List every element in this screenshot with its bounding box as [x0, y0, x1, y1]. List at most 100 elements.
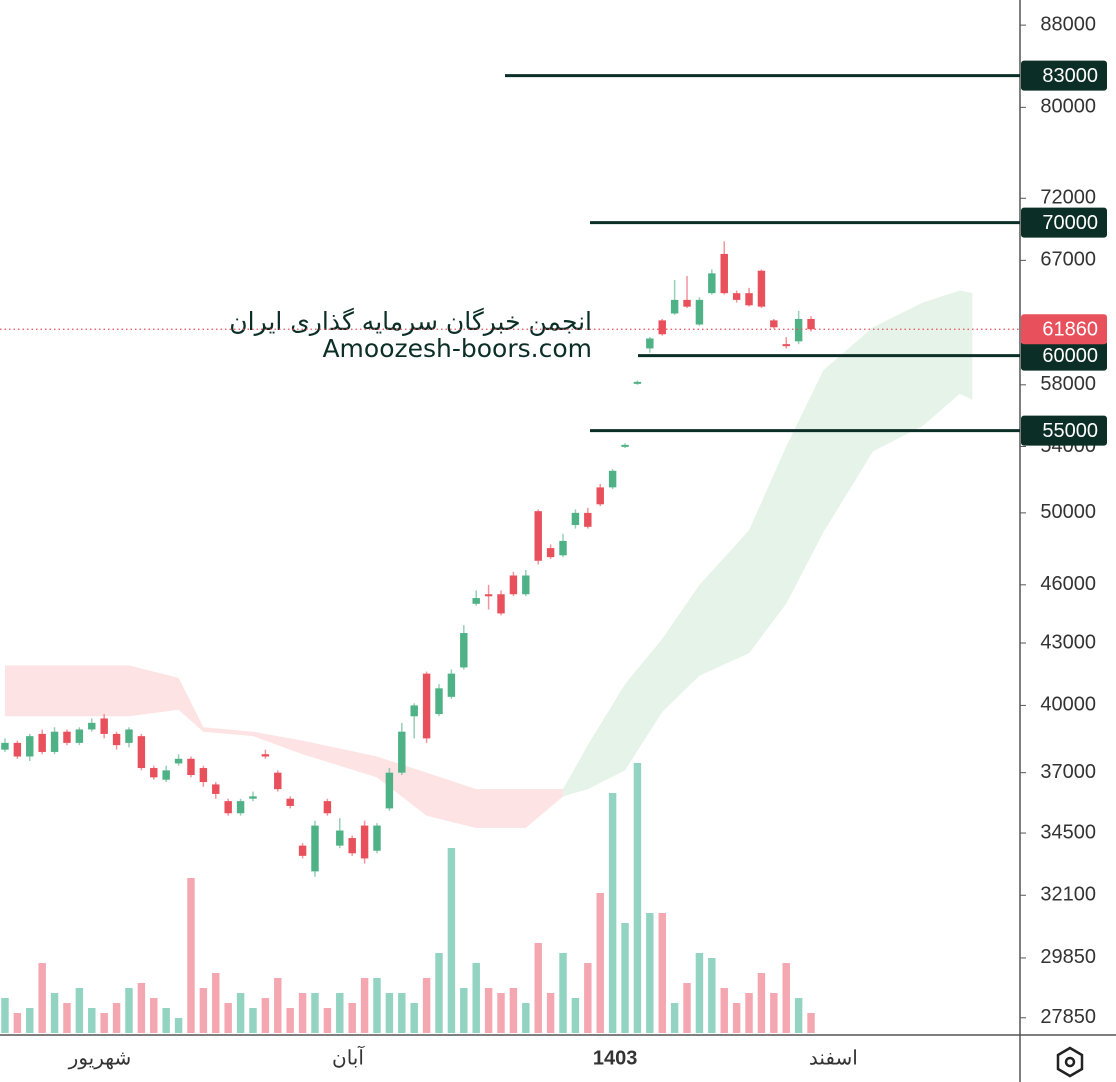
volume-bar [298, 993, 307, 1033]
candle-body [695, 299, 704, 325]
level-label: 60000 [1042, 345, 1098, 367]
volume-bar [162, 1008, 170, 1033]
settings-icon[interactable] [1056, 1046, 1084, 1078]
candle-body [534, 511, 542, 561]
volume-bar [174, 1018, 183, 1033]
candle-body [224, 801, 232, 814]
candle-body [112, 733, 121, 746]
candle-body [348, 838, 356, 854]
candle-body [274, 772, 282, 790]
candle-body [770, 320, 778, 328]
candle-body [608, 470, 617, 488]
candle-body [150, 768, 158, 778]
level-label-box [1021, 415, 1107, 446]
candle-body [522, 575, 530, 595]
candle-body [708, 273, 716, 294]
candle-body [782, 344, 790, 347]
candle-body [286, 798, 294, 806]
volume-bar [720, 988, 728, 1033]
y-tick-label: 50000 [1040, 501, 1096, 523]
candle-body [596, 487, 604, 505]
x-tick-label: 1403 [593, 1047, 638, 1069]
candle-body [1, 742, 9, 750]
candle-body [187, 758, 195, 776]
volume-bar [112, 1003, 121, 1033]
watermark-text: انجمن خبرگان سرمایه گذاری ایران [229, 307, 592, 336]
y-tick-label: 37000 [1040, 761, 1096, 783]
volume-bar [509, 988, 518, 1033]
volume-bar [311, 993, 319, 1033]
candle-body [410, 705, 418, 717]
candle-body [13, 742, 22, 757]
candle-body [546, 548, 555, 558]
volume-bar [50, 993, 59, 1033]
volume-bar [522, 1003, 530, 1033]
volume-bar [323, 1008, 332, 1033]
volume-bar [26, 1008, 34, 1033]
candle-body [732, 293, 741, 300]
candle-body [497, 594, 505, 614]
candle-body [584, 512, 592, 527]
volume-bar [274, 978, 282, 1033]
y-tick-label: 58000 [1040, 373, 1096, 395]
volume-bar [13, 1013, 22, 1033]
volume-bar [646, 913, 654, 1033]
candle-body [174, 758, 183, 764]
candle-body [249, 796, 257, 799]
candle-body [435, 688, 443, 715]
volume-bar [683, 983, 691, 1033]
volume-bar [75, 988, 84, 1033]
candle-body [336, 830, 344, 846]
candle-body [794, 318, 803, 342]
volume-bar [732, 1003, 741, 1033]
candle-body [460, 633, 468, 668]
volume-bar [596, 893, 604, 1033]
volume-bar [484, 988, 493, 1033]
volume-bar [150, 998, 158, 1033]
last-price-box [1021, 314, 1107, 345]
candle-body [720, 253, 728, 294]
volume-bar [534, 943, 542, 1033]
volume-bar [199, 988, 208, 1033]
candle-body [509, 575, 518, 595]
candle-body [621, 444, 629, 447]
candle-body [38, 733, 46, 752]
volume-bar [336, 993, 344, 1033]
candle-body [323, 801, 332, 814]
volume-bar [695, 953, 704, 1033]
volume-bar [608, 793, 617, 1033]
level-label-box [1021, 207, 1107, 238]
y-tick-label: 67000 [1040, 249, 1096, 271]
volume-bar [807, 1013, 815, 1033]
volume-bar [584, 963, 592, 1033]
y-tick-label: 40000 [1040, 694, 1096, 716]
y-tick-label: 34500 [1040, 821, 1096, 843]
level-label: 83000 [1042, 65, 1098, 87]
last-price-label: 61860 [1042, 319, 1098, 341]
volume-bar [410, 1003, 418, 1033]
x-tick-label: اسفند [809, 1047, 858, 1069]
volume-bar [447, 848, 456, 1033]
x-tick-label: آبان [332, 1045, 365, 1069]
volume-bar [670, 1003, 679, 1033]
volume-bar [63, 1003, 71, 1033]
y-tick-label: 72000 [1040, 187, 1096, 209]
volume-bar [88, 1008, 96, 1033]
watermark-url: Amoozesh-boors.com [322, 334, 592, 363]
volume-bar [460, 988, 468, 1033]
volume-bar [658, 913, 666, 1033]
volume-bar [770, 993, 778, 1033]
candle-body [385, 772, 394, 809]
candle-body [745, 293, 753, 306]
candle-body [484, 594, 493, 597]
candle-body [360, 825, 369, 859]
volume-bar [757, 973, 766, 1033]
candle-body [646, 338, 654, 349]
candle-body [75, 729, 84, 743]
volume-bar [422, 978, 431, 1033]
volume-bar [398, 993, 406, 1033]
volume-bar [360, 978, 369, 1033]
volume-bar [224, 1003, 232, 1033]
candle-body [633, 381, 642, 384]
volume-bar [745, 993, 753, 1033]
